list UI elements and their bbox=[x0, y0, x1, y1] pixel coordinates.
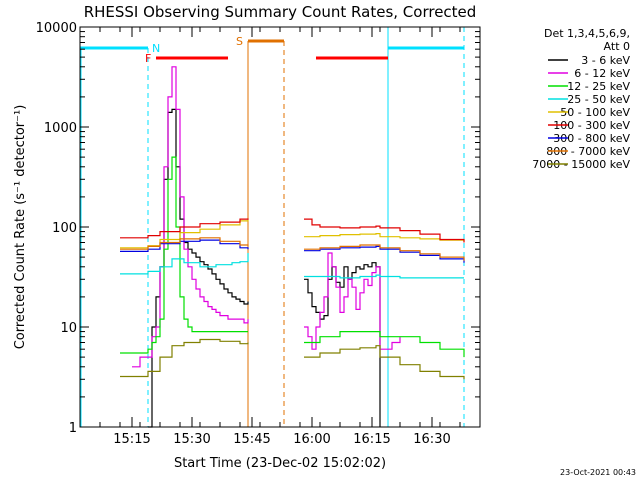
flare-marker-label: F bbox=[145, 52, 151, 65]
y-tick-label-2: 100 bbox=[52, 221, 77, 236]
x-tick-label-4: 16:15 bbox=[353, 432, 390, 447]
saa-marker-label: S bbox=[236, 35, 243, 48]
x-tick-label-3: 16:00 bbox=[293, 432, 330, 447]
legend-entry-label-8: 800 - 7000 keV bbox=[546, 145, 630, 158]
render-timestamp: 23-Oct-2021 00:43 bbox=[560, 468, 636, 477]
x-axis-label: Start Time (23-Dec-02 15:02:02) bbox=[174, 456, 386, 471]
legend-entry-label-9: 7000 - 15000 keV bbox=[532, 158, 630, 171]
y-tick-label-1: 10 bbox=[60, 321, 77, 336]
series-line-4 bbox=[120, 253, 464, 279]
series-line-2 bbox=[132, 66, 401, 368]
y-axis-label: Corrected Count Rate (s⁻¹ detector⁻¹) bbox=[13, 105, 28, 350]
legend-entry-label-7: 300 - 800 keV bbox=[553, 132, 630, 145]
y-tick-label-0: 1 bbox=[69, 421, 77, 436]
x-tick-label-0: 15:15 bbox=[113, 432, 150, 447]
legend-entry-label-2: 6 - 12 keV bbox=[574, 67, 630, 80]
y-tick-label-3: 1000 bbox=[44, 121, 77, 136]
x-axis: 15:15 15:30 15:45 16:00 16:15 16:30 bbox=[79, 27, 481, 447]
legend-header-line-1: Det 1,3,4,5,6,9, bbox=[544, 27, 630, 40]
legend-entry-label-5: 50 - 100 keV bbox=[560, 106, 630, 119]
series-line-1 bbox=[148, 108, 381, 428]
y-axis: 1 10 100 1000 10000 bbox=[36, 21, 480, 436]
night-marker-label: N bbox=[152, 42, 160, 55]
chart-title: RHESSI Observing Summary Count Rates, Co… bbox=[84, 3, 477, 21]
series-line-8 bbox=[120, 237, 465, 261]
x-tick-label-1: 15:30 bbox=[173, 432, 210, 447]
legend-entry-label-3: 12 - 25 keV bbox=[567, 80, 630, 93]
legend-entry-label-1: 3 - 6 keV bbox=[581, 54, 630, 67]
plot-area: NF S bbox=[80, 27, 465, 428]
series-line-3 bbox=[120, 156, 465, 358]
legend-entry-label-6: 100 - 300 keV bbox=[553, 119, 630, 132]
series-line-9 bbox=[120, 338, 465, 380]
series-line-6 bbox=[120, 218, 465, 243]
legend-entry-label-4: 25 - 50 keV bbox=[567, 93, 630, 106]
x-tick-label-5: 16:30 bbox=[413, 432, 450, 447]
y-tick-label-4: 10000 bbox=[36, 21, 77, 36]
legend-header-line-2: Att 0 bbox=[604, 40, 630, 53]
x-tick-label-2: 15:45 bbox=[233, 432, 270, 447]
